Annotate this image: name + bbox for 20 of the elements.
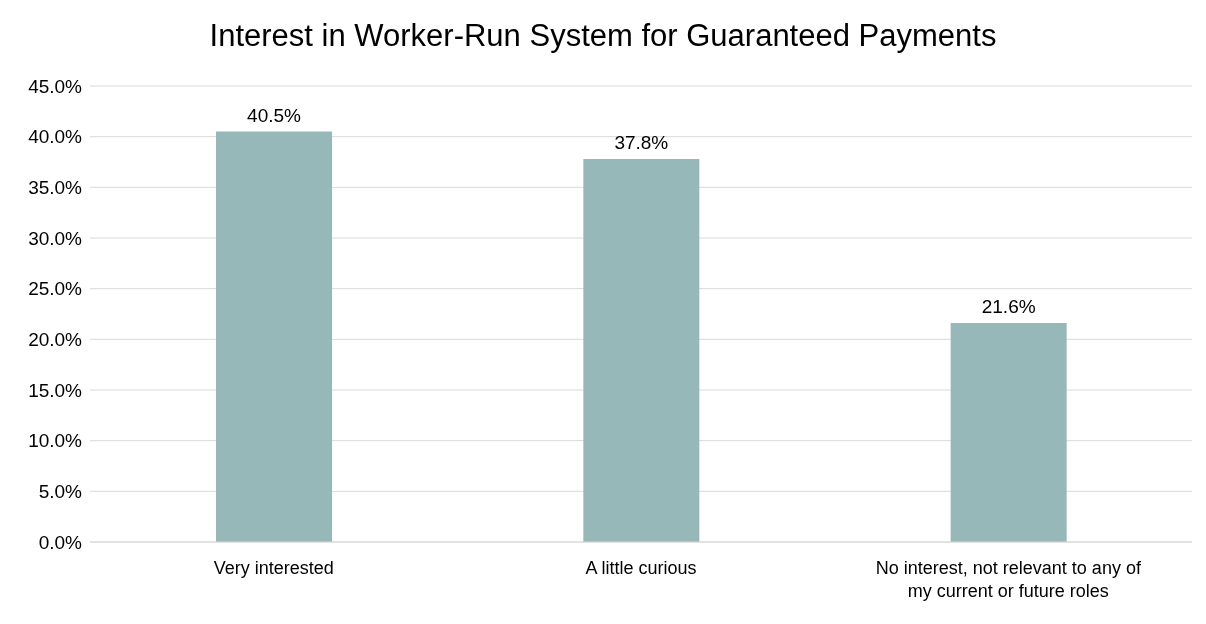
x-tick-label: Very interested [213,558,334,578]
x-tick-label: No interest, not relevant to any of my current or future roles [875,558,1142,601]
y-tick-label: 0.0% [38,531,83,553]
data-label: 40.5% [247,104,302,126]
y-tick-label: 40.0% [28,126,83,148]
bar [583,158,700,542]
y-tick-label: 25.0% [28,278,83,300]
y-tick-label: 20.0% [28,329,83,351]
y-tick-label: 45.0% [28,75,83,97]
y-tick-label: 10.0% [28,430,83,452]
data-label: 37.8% [614,131,669,153]
bar [950,323,1067,542]
bar [216,131,332,542]
y-tick-label: 5.0% [38,481,83,503]
x-tick-label: A little curious [585,558,697,578]
data-label: 21.6% [981,296,1036,318]
y-tick-label: 15.0% [28,379,83,401]
y-tick-label: 35.0% [28,177,83,199]
chart-title: Interest in Worker-Run System for Guaranteed Payments [208,17,998,55]
y-tick-label: 30.0% [28,227,83,249]
